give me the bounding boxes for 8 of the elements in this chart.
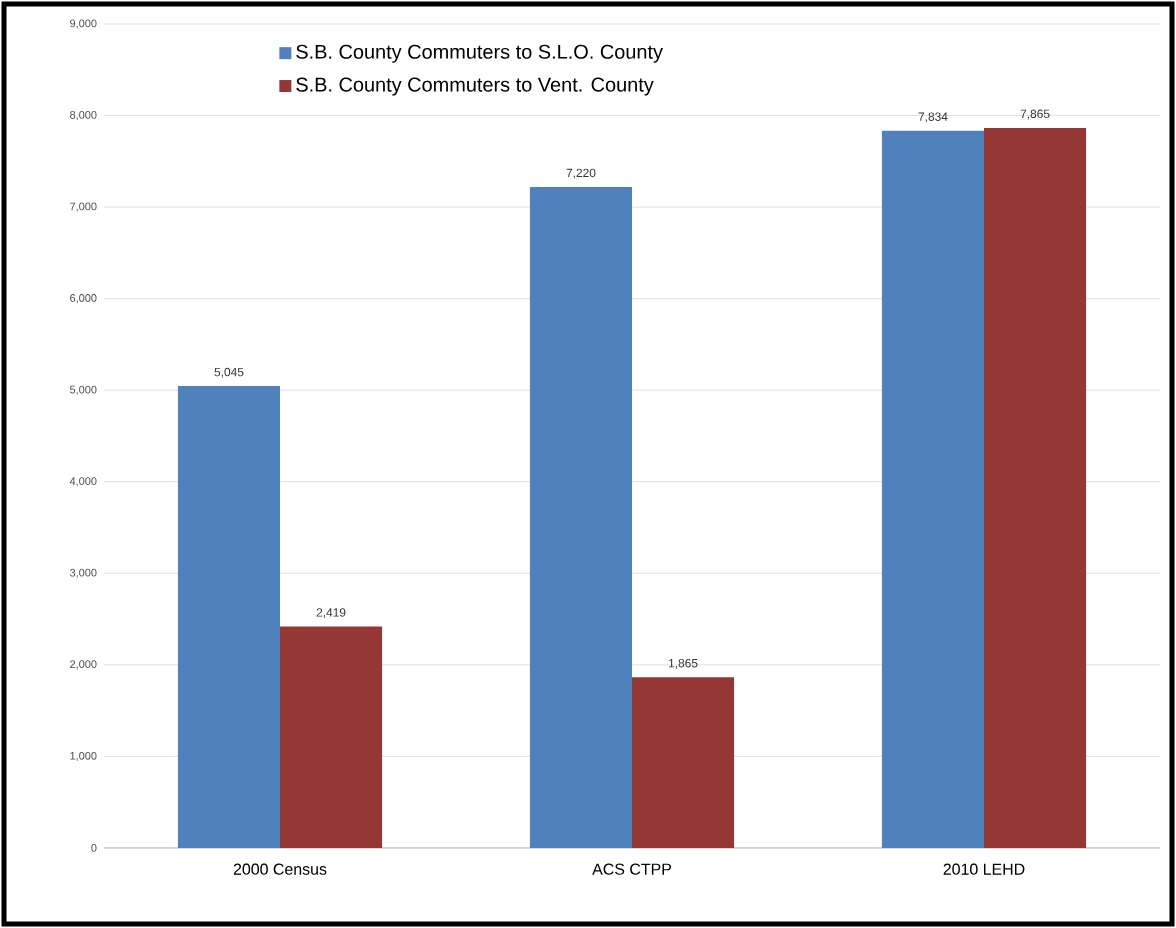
bar: [529, 186, 633, 848]
legend-label: S.B. County Commuters to Vent. County: [296, 77, 654, 96]
legend-label: S.B. County Commuters to S.L.O. County: [296, 44, 663, 63]
bar: [984, 127, 1087, 848]
bar: [881, 130, 985, 848]
bar: [280, 626, 383, 848]
bar: [177, 386, 281, 848]
bar: [632, 677, 735, 848]
